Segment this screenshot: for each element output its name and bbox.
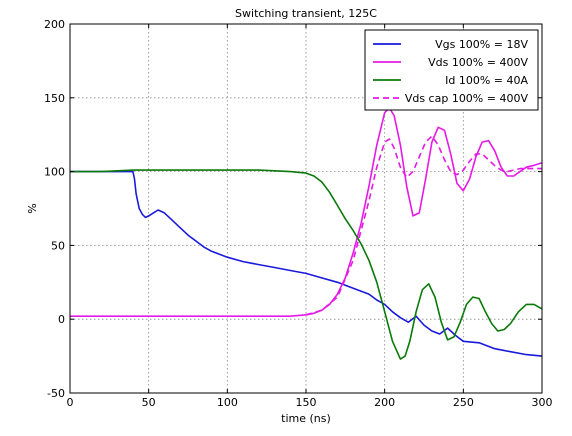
y-axis-title: % bbox=[26, 203, 39, 213]
series-line-3 bbox=[70, 169, 543, 360]
x-tick-label: 50 bbox=[142, 396, 156, 409]
y-tick-label: 50 bbox=[51, 239, 65, 252]
legend: Vgs 100% = 18V Vds 100% = 400V Id 100% = 4… bbox=[364, 29, 539, 111]
y-tick-label: -50 bbox=[47, 387, 65, 400]
chart-title: Switching transient, 125C bbox=[235, 7, 377, 20]
legend-label-2: Vds 100% = 400V bbox=[428, 56, 528, 69]
x-tick-label: 150 bbox=[296, 396, 317, 409]
y-tick-label: 100 bbox=[44, 166, 65, 179]
series-line-2 bbox=[70, 107, 543, 318]
legend-label-4: Vds cap 100% = 400V bbox=[405, 92, 529, 105]
x-axis-title: time (ns) bbox=[281, 412, 331, 425]
y-tick-label: 200 bbox=[44, 18, 65, 31]
x-tick-label: 300 bbox=[532, 396, 553, 409]
x-tick-label: 250 bbox=[453, 396, 474, 409]
legend-label-1: Vgs 100% = 18V bbox=[435, 38, 528, 51]
y-tick-label: 0 bbox=[58, 313, 65, 326]
plot-series bbox=[70, 107, 543, 360]
x-tick-label: 100 bbox=[217, 396, 238, 409]
series-line-1 bbox=[70, 170, 543, 357]
series-line-4 bbox=[305, 135, 542, 316]
y-tick-label: 150 bbox=[44, 92, 65, 105]
legend-label-3: Id 100% = 40A bbox=[445, 74, 528, 87]
x-tick-label: 200 bbox=[374, 396, 395, 409]
x-tick-label: 0 bbox=[67, 396, 74, 409]
